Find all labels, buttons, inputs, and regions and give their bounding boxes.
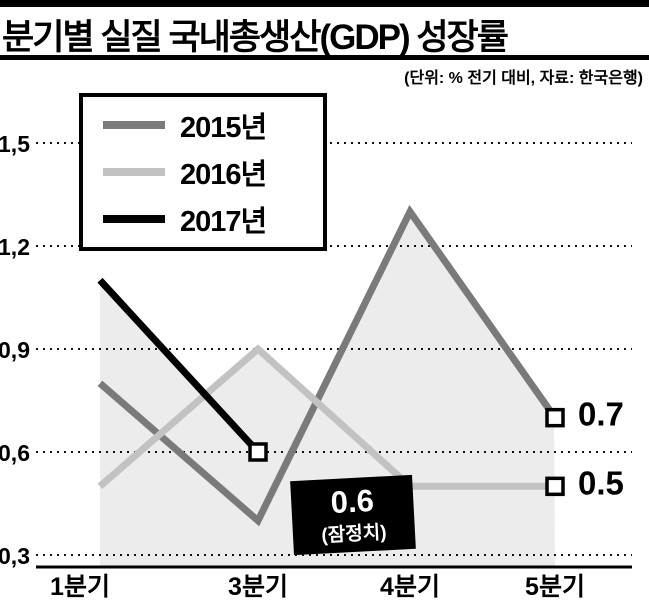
y-tick-label: 0,3 [0,543,30,569]
x-tick-label: 1분기 [50,573,110,601]
y-tick-label: 1,2 [0,234,30,260]
callout-value: 0.6 [330,483,375,520]
callout-box [290,474,416,556]
series-line-2015년 [97,204,558,527]
end-value-label: 0.7 [578,396,624,433]
legend-label-2017: 2017년 [180,206,267,239]
y-tick-label: 0,6 [0,440,30,466]
series-line-2017년 [97,277,261,455]
chart-subtitle: (단위: % 전기 대비, 자료: 한국은행) [404,70,643,87]
y-tick-label: 0,9 [0,337,30,363]
y-tick-label: 1,5 [0,131,30,157]
callout: 0.6(잠정치) [290,474,416,556]
data-marker [248,442,268,462]
end-value-label: 0.5 [578,464,624,501]
data-marker [545,476,565,497]
series-line-2016년 [97,344,555,490]
chart-title: 분기별 실질 국내총생산(GDP) 성장률 [2,18,509,57]
data-marker [545,407,565,428]
legend-label-2016: 2016년 [180,158,267,191]
x-tick-label: 4분기 [380,573,440,601]
legend-line-sample-2017 [103,215,165,224]
chart-canvas: 1,5 1,2 0,9 0,6 0,3 1분기 3분기 4분기 5분기 0.6(잠정치) 0.7 0.… [0,131,632,601]
legend-item-2015: 2015년 [83,104,323,146]
top-rule [0,0,649,7]
x-tick-label: 3분기 [228,573,288,601]
title-underline-rule [0,55,649,60]
callout-note: (잠정치) [321,521,387,546]
legend-line-sample-2015 [103,120,165,129]
x-tick-label: 5분기 [525,573,585,601]
legend-label-2015: 2015년 [180,111,267,144]
legend-item-2016: 2016년 [83,151,323,193]
legend-line-sample-2016 [103,167,165,176]
legend: 2015년 2016년 2017년 [79,93,327,251]
legend-item-2017: 2017년 [83,198,323,240]
